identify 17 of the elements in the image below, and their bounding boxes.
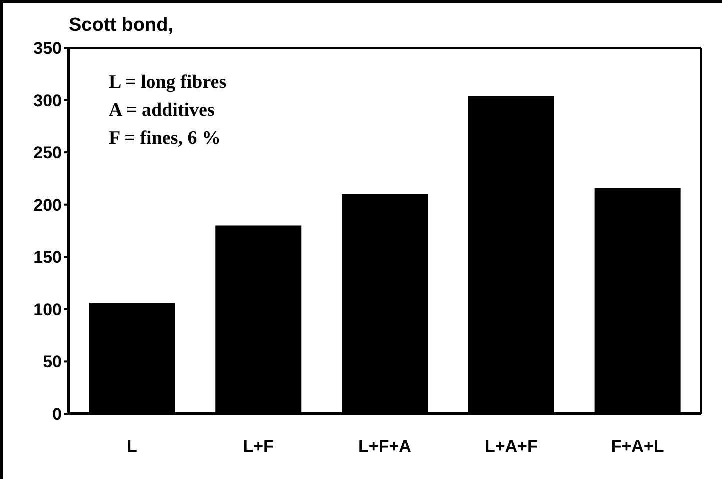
annotation: L = long fibres bbox=[109, 71, 227, 95]
y-tick-label: 350 bbox=[34, 39, 62, 58]
y-tick-label: 50 bbox=[43, 352, 62, 372]
y-tick-label: 250 bbox=[34, 144, 62, 163]
y-tick-label: 100 bbox=[34, 300, 62, 320]
chart-title: Scott bond, bbox=[69, 15, 174, 37]
y-tick-label: 200 bbox=[34, 196, 62, 215]
x-tick-label: L+A+F bbox=[484, 437, 538, 456]
x-tick-label: L+F+A bbox=[358, 437, 412, 456]
y-tick-label: 0 bbox=[52, 405, 62, 424]
y-tick-label: 300 bbox=[34, 91, 62, 110]
annotation: F = fines, 6 % bbox=[109, 127, 222, 151]
annotation: A = additives bbox=[109, 99, 216, 123]
y-tick-label: 150 bbox=[34, 248, 62, 268]
x-tick-label: L+F bbox=[243, 437, 274, 456]
x-tick-label: F+A+L bbox=[611, 437, 664, 456]
x-tick-label: L bbox=[127, 437, 138, 456]
